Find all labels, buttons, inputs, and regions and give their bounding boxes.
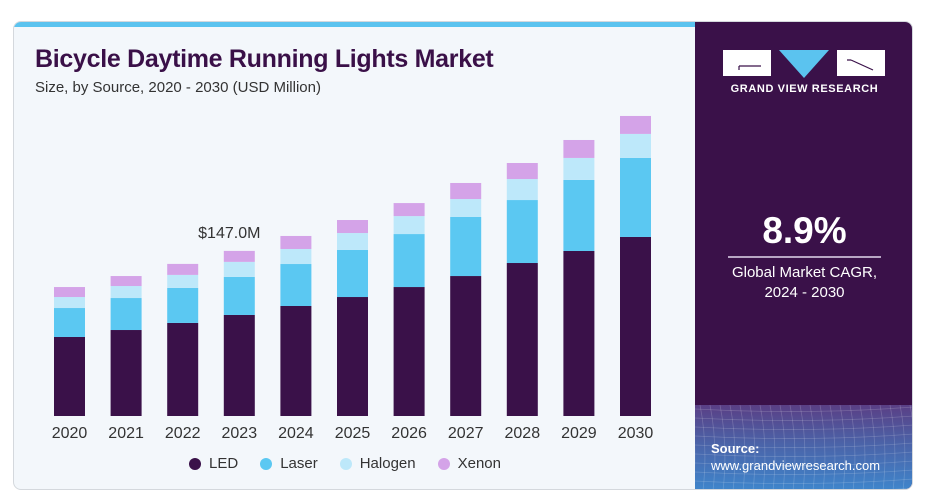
chart-subtitle: Size, by Source, 2020 - 2030 (USD Millio… (35, 79, 321, 96)
bar-halogen-2025 (337, 233, 368, 250)
cagr-label: Global Market CAGR, 2024 - 2030 (695, 263, 912, 303)
bar-led-2024 (280, 306, 312, 416)
bar-xenon-2030 (620, 115, 651, 134)
bar-laser-2028 (506, 200, 538, 264)
bar-halogen-2028 (506, 179, 538, 201)
grid-pattern-icon (695, 404, 912, 489)
x-tick-label: 2023 (222, 425, 258, 442)
legend-dot-icon (260, 457, 273, 470)
source-label: Source: (711, 441, 760, 456)
bar-led-2020 (54, 336, 85, 416)
bar-laser-2021 (110, 298, 142, 331)
legend-dot-icon (437, 457, 450, 470)
bar-laser-2020 (54, 308, 85, 337)
chart-legend: LED Laser Halogen Xenon (189, 455, 501, 472)
bar-laser-2025 (337, 249, 368, 298)
x-tick-label: 2030 (618, 425, 654, 442)
legend-dot-icon (189, 457, 201, 470)
bar-led-2027 (450, 276, 482, 416)
x-tick-label: 2029 (561, 425, 597, 442)
gvr-logo-icon (723, 50, 885, 78)
source-block: Source: www.grandviewresearch.com (711, 440, 880, 474)
bar-laser-2030 (620, 157, 651, 237)
x-tick-label: 2027 (448, 425, 484, 442)
data-label-2023: $147.0M (198, 225, 260, 242)
bar-led-2022 (167, 322, 199, 416)
bar-led-2030 (620, 236, 651, 416)
stacked-bar-chart: 2020 2021 2022 2023 $147.0M 2024 2025 2026 2027 2… (52, 115, 654, 442)
x-tick-label: 2020 (52, 425, 88, 442)
bar-halogen-2030 (620, 133, 651, 158)
accent-bar (14, 22, 695, 27)
legend-label: Xenon (457, 455, 501, 472)
x-tick-label: 2022 (165, 425, 201, 442)
divider (728, 256, 881, 258)
x-tick-label: 2021 (108, 425, 144, 442)
bar-xenon-2024 (280, 235, 312, 249)
bar-xenon-2022 (167, 263, 199, 275)
legend-item-laser: Laser (260, 455, 318, 472)
grid-backdrop (695, 404, 912, 489)
side-panel: GRAND VIEW RESEARCH 8.9% Global Market C… (695, 22, 912, 489)
bar-halogen-2027 (450, 199, 482, 217)
bar-laser-2026 (393, 234, 425, 288)
bar-xenon-2021 (110, 276, 142, 287)
bar-xenon-2026 (393, 203, 425, 217)
bar-led-2029 (563, 251, 595, 416)
bar-halogen-2021 (110, 286, 142, 299)
bar-halogen-2024 (280, 248, 312, 265)
bar-halogen-2026 (393, 216, 425, 235)
bar-led-2021 (110, 330, 142, 416)
x-tick-label: 2026 (391, 425, 427, 442)
legend-item-led: LED (189, 455, 238, 472)
x-tick-label: 2024 (278, 425, 314, 442)
bar-laser-2024 (280, 264, 312, 306)
bar-halogen-2020 (54, 297, 85, 309)
bar-xenon-2027 (450, 182, 482, 200)
legend-item-halogen: Halogen (339, 455, 416, 472)
legend-label: Laser (280, 455, 318, 472)
bar-laser-2029 (563, 179, 595, 251)
bar-laser-2022 (167, 287, 199, 323)
cagr-label-line2: 2024 - 2030 (764, 284, 845, 301)
legend-dot-icon (339, 457, 352, 470)
bar-laser-2027 (450, 216, 482, 277)
bar-led-2025 (337, 297, 368, 416)
bar-xenon-2023 (223, 250, 255, 262)
bar-halogen-2029 (563, 157, 595, 180)
infographic-card: Bicycle Daytime Running Lights Market Si… (13, 21, 913, 490)
cagr-value: 8.9% (762, 210, 847, 251)
bar-halogen-2023 (223, 261, 255, 277)
cagr-label-line1: Global Market CAGR, (731, 264, 878, 281)
brand-name: GRAND VIEW RESEARCH (730, 83, 879, 95)
legend-item-xenon: Xenon (437, 455, 501, 472)
x-tick-label: 2025 (335, 425, 371, 442)
bar-led-2026 (393, 287, 425, 416)
source-url[interactable]: www.grandviewresearch.com (711, 458, 881, 473)
chart-title: Bicycle Daytime Running Lights Market (35, 45, 494, 73)
bar-xenon-2020 (54, 287, 85, 298)
bar-laser-2023 (223, 276, 255, 315)
bar-xenon-2025 (337, 220, 368, 234)
legend-label: LED (209, 455, 239, 472)
bar-led-2023 (223, 314, 255, 416)
bar-xenon-2029 (563, 139, 595, 158)
bar-led-2028 (506, 263, 538, 416)
bar-xenon-2028 (506, 163, 538, 180)
legend-label: Halogen (359, 455, 416, 472)
bar-halogen-2022 (167, 274, 199, 288)
x-tick-label: 2028 (505, 425, 541, 442)
